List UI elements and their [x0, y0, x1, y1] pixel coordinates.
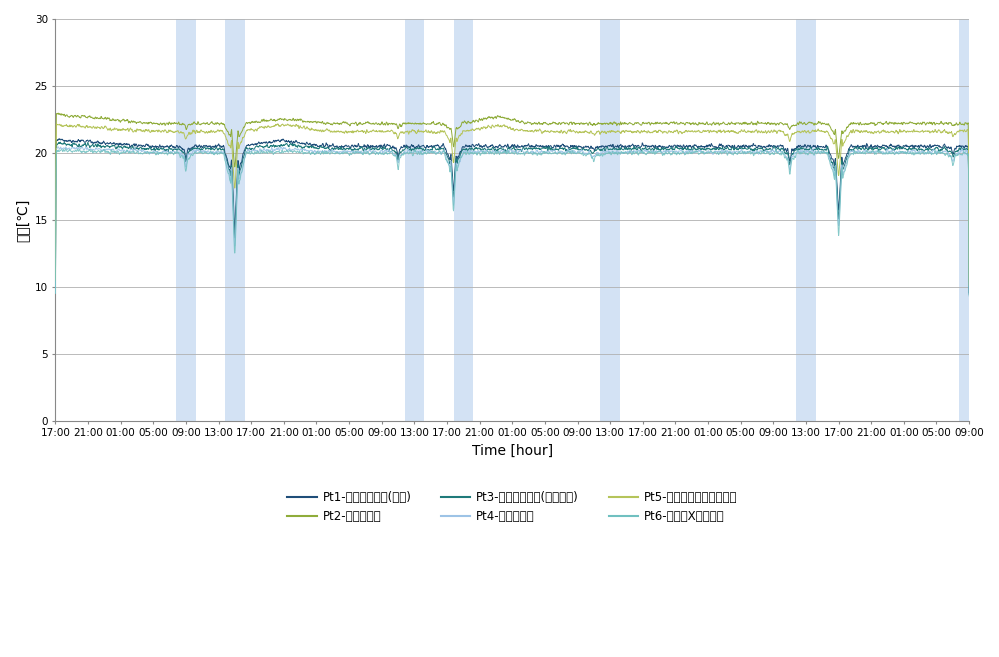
Bar: [454, 19, 474, 421]
X-axis label: Time [hour]: Time [hour]: [472, 444, 552, 458]
Legend: Pt1-전력구우측벽(격벽), Pt2-전력구천정, Pt3-전력구좌측벽(급기구측), Pt4-전력구바닥, Pt5-전력구배기구내부벽면, Pt6-전력구X: Pt1-전력구우측벽(격벽), Pt2-전력구천정, Pt3-전력구좌측벽(급기…: [283, 486, 742, 528]
Bar: [405, 19, 425, 421]
Y-axis label: 온도[℃]: 온도[℃]: [15, 198, 29, 242]
Bar: [600, 19, 620, 421]
Bar: [225, 19, 245, 421]
Bar: [959, 19, 979, 421]
Bar: [176, 19, 196, 421]
Bar: [796, 19, 816, 421]
